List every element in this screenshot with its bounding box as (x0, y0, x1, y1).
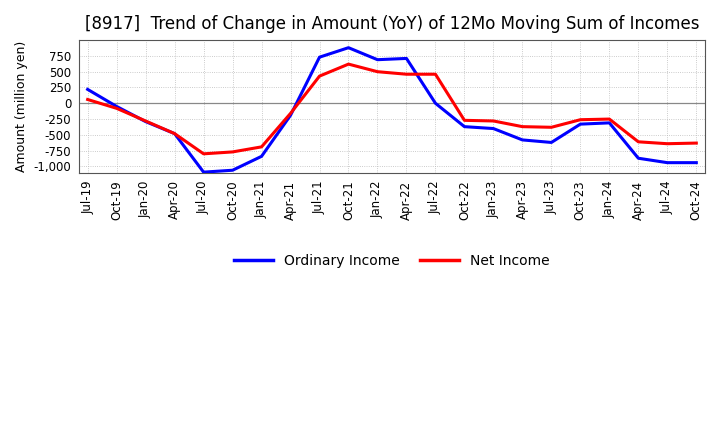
Ordinary Income (141, 119, 150, 124)
Ordinary Income (576, 121, 585, 127)
Net Income (663, 141, 672, 147)
Line: Net Income: Net Income (88, 64, 696, 154)
Ordinary Income (84, 87, 92, 92)
Ordinary Income (199, 169, 208, 175)
Ordinary Income (605, 120, 613, 125)
Ordinary Income (373, 57, 382, 62)
Title: [8917]  Trend of Change in Amount (YoY) of 12Mo Moving Sum of Incomes: [8917] Trend of Change in Amount (YoY) o… (85, 15, 699, 33)
Ordinary Income (547, 140, 556, 145)
Net Income (489, 118, 498, 124)
Ordinary Income (692, 160, 701, 165)
Ordinary Income (170, 131, 179, 136)
Net Income (170, 131, 179, 136)
Net Income (373, 69, 382, 74)
Ordinary Income (489, 126, 498, 131)
Ordinary Income (112, 104, 121, 109)
Net Income (460, 117, 469, 123)
Net Income (576, 117, 585, 122)
Net Income (692, 140, 701, 146)
Net Income (547, 125, 556, 130)
Net Income (112, 106, 121, 111)
Ordinary Income (228, 168, 237, 173)
Net Income (315, 73, 324, 79)
Line: Ordinary Income: Ordinary Income (88, 48, 696, 172)
Ordinary Income (344, 45, 353, 50)
Net Income (199, 151, 208, 157)
Legend: Ordinary Income, Net Income: Ordinary Income, Net Income (228, 249, 556, 274)
Net Income (634, 139, 643, 144)
Net Income (257, 144, 266, 150)
Ordinary Income (257, 154, 266, 159)
Net Income (402, 72, 411, 77)
Ordinary Income (460, 124, 469, 129)
Net Income (431, 72, 440, 77)
Net Income (344, 62, 353, 67)
Ordinary Income (431, 101, 440, 106)
Net Income (84, 97, 92, 102)
Y-axis label: Amount (million yen): Amount (million yen) (15, 41, 28, 172)
Ordinary Income (518, 137, 527, 143)
Ordinary Income (315, 55, 324, 60)
Ordinary Income (634, 156, 643, 161)
Net Income (228, 149, 237, 154)
Net Income (518, 124, 527, 129)
Ordinary Income (287, 113, 295, 118)
Net Income (287, 111, 295, 116)
Net Income (605, 117, 613, 122)
Ordinary Income (663, 160, 672, 165)
Net Income (141, 118, 150, 124)
Ordinary Income (402, 56, 411, 61)
